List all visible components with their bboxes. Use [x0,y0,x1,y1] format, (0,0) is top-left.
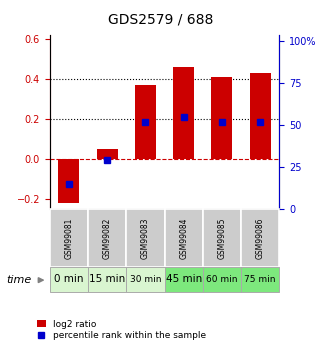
Bar [241,209,279,267]
Text: 45 min: 45 min [166,275,202,284]
Bar [203,267,241,292]
Text: 0 min: 0 min [54,275,84,284]
Bar [126,209,164,267]
Bar [50,267,88,292]
Bar [203,209,241,267]
Text: GDS2579 / 688: GDS2579 / 688 [108,12,213,26]
Bar [173,67,194,159]
Text: GSM99085: GSM99085 [217,217,226,259]
Bar [164,209,203,267]
Bar [88,267,126,292]
Text: time: time [6,275,32,285]
Text: GSM99086: GSM99086 [256,217,265,259]
Bar [126,267,164,292]
Text: GSM99081: GSM99081 [65,217,74,259]
Text: GSM99084: GSM99084 [179,217,188,259]
Text: 15 min: 15 min [89,275,125,284]
Text: 75 min: 75 min [244,275,276,284]
Text: GSM99083: GSM99083 [141,217,150,259]
Bar [97,149,118,159]
Bar [241,267,279,292]
Text: 30 min: 30 min [130,275,161,284]
Legend: log2 ratio, percentile rank within the sample: log2 ratio, percentile rank within the s… [37,320,206,341]
Bar [58,159,79,203]
Bar [211,77,232,159]
Bar [88,209,126,267]
Bar [164,267,203,292]
Bar [250,73,271,159]
Text: GSM99082: GSM99082 [103,217,112,259]
Bar [50,209,88,267]
Bar [135,85,156,159]
Text: 60 min: 60 min [206,275,238,284]
